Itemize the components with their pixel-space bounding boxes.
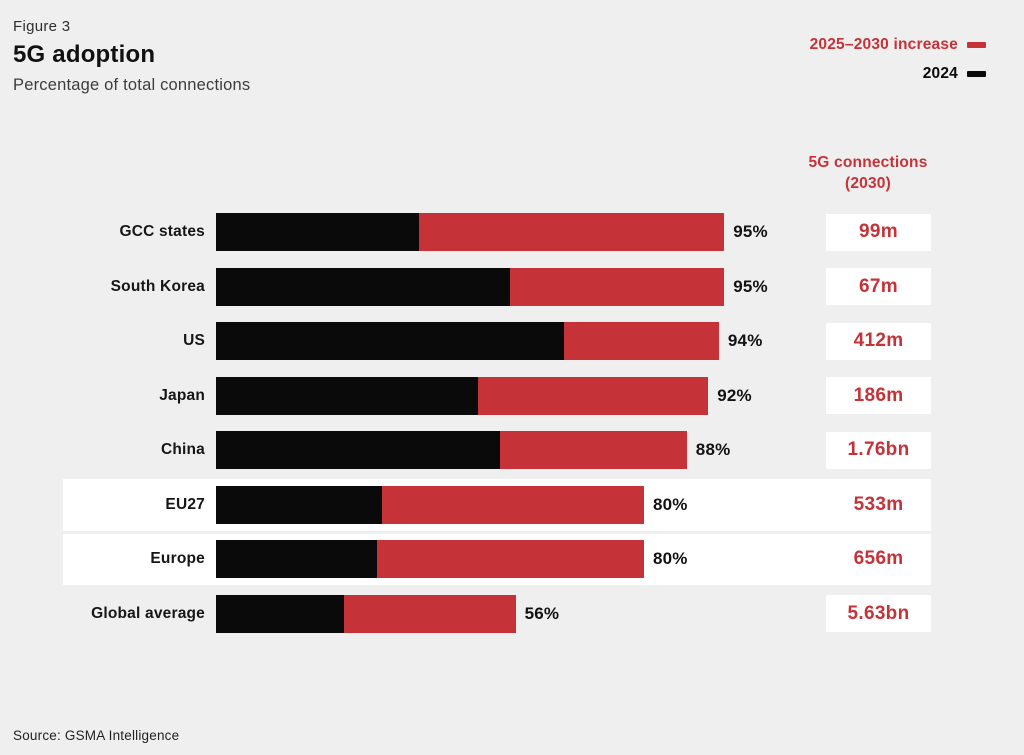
- legend-increase-label: 2025–2030 increase: [809, 36, 958, 53]
- total-percent-label: 80%: [653, 494, 688, 514]
- connections-value-box: 99m: [826, 213, 931, 251]
- bar-segment-increase: [499, 431, 687, 470]
- category-label: Global average: [91, 604, 205, 622]
- category-label: South Korea: [110, 277, 205, 295]
- chart-row-europe: Europe 80% 656m: [0, 532, 1024, 587]
- stacked-bar: [216, 213, 725, 252]
- bar-segment-increase: [419, 213, 725, 252]
- chart-subtitle: Percentage of total connections: [13, 76, 251, 94]
- connections-value-box: 412m: [826, 322, 931, 360]
- bar-segment-2024: [216, 322, 564, 361]
- total-percent-label: 95%: [733, 222, 768, 242]
- connections-value-box: 67m: [826, 268, 931, 306]
- connections-value-box: 5.63bn: [826, 595, 931, 633]
- connections-value: 533m: [853, 493, 904, 515]
- total-percent-label: 94%: [727, 331, 763, 351]
- connections-value: 656m: [853, 548, 904, 570]
- value-column-header-line1: 5G connections: [808, 154, 928, 171]
- bar-segment-2024: [216, 267, 511, 306]
- stacked-bar: [216, 376, 709, 415]
- connections-value: 5.63bn: [847, 602, 910, 624]
- connections-value: 186m: [853, 384, 904, 406]
- bar-segment-increase: [376, 540, 644, 579]
- bar-segment-2024: [216, 594, 345, 633]
- category-label: US: [183, 332, 205, 350]
- chart-row-eu27: EU27 80% 533m: [0, 478, 1024, 533]
- bar-segment-increase: [478, 376, 709, 415]
- legend: 2025–2030 increase 2024: [810, 36, 986, 94]
- connections-value-box: 186m: [826, 377, 931, 415]
- chart-row-china: China 88% 1.76bn: [0, 423, 1024, 478]
- source-text: Source: GSMA Intelligence: [13, 728, 180, 743]
- category-label: GCC states: [119, 223, 205, 241]
- total-percent-label: 95%: [733, 276, 768, 296]
- bar-segment-2024: [216, 485, 382, 524]
- total-percent-label: 92%: [717, 385, 752, 405]
- stacked-bar: [216, 431, 687, 470]
- bar-segment-increase: [344, 594, 516, 633]
- category-label: Europe: [150, 550, 205, 568]
- chart-row-us: US 94% 412m: [0, 314, 1024, 369]
- chart-row-japan: Japan 92% 186m: [0, 369, 1024, 424]
- value-column-header: 5G connections (2030): [768, 153, 968, 195]
- value-column-header-line2: (2030): [844, 174, 891, 192]
- bar-segment-increase: [381, 485, 644, 524]
- total-percent-label: 80%: [653, 549, 688, 569]
- bar-segment-2024: [216, 540, 377, 579]
- chart-header: Figure 3 5G adoption Percentage of total…: [13, 18, 250, 95]
- legend-item-increase: 2025–2030 increase: [810, 36, 986, 54]
- stacked-bar: [216, 540, 644, 579]
- connections-value-box: 1.76bn: [826, 431, 931, 469]
- connections-value: 99m: [859, 221, 898, 243]
- chart-title: 5G adoption: [13, 41, 156, 68]
- bar-segment-2024: [216, 376, 479, 415]
- bar-segment-2024: [216, 213, 420, 252]
- connections-value: 67m: [859, 275, 898, 297]
- total-percent-label: 56%: [524, 603, 560, 623]
- connections-value: 412m: [853, 330, 904, 352]
- chart-row-global-average: Global average 56% 5.63bn: [0, 587, 1024, 642]
- connections-value-box: 533m: [826, 486, 931, 524]
- bar-segment-increase: [510, 267, 725, 306]
- total-percent-label: 88%: [695, 440, 731, 460]
- connections-value: 1.76bn: [847, 439, 910, 461]
- stacked-bar: [216, 267, 725, 306]
- legend-2024-label: 2024: [922, 65, 958, 82]
- black-dash-icon: [967, 71, 986, 77]
- connections-value-box: 656m: [826, 540, 931, 578]
- bar-segment-increase: [563, 322, 719, 361]
- stacked-bar: [216, 594, 516, 633]
- figure-label: Figure 3: [13, 18, 71, 35]
- chart-row-gcc-states: GCC states 95% 99m: [0, 205, 1024, 260]
- red-dash-icon: [967, 42, 986, 48]
- stacked-bar: [216, 322, 719, 361]
- category-label: EU27: [165, 495, 205, 513]
- category-label: Japan: [159, 386, 205, 404]
- legend-item-2024: 2024: [810, 65, 986, 83]
- category-label: China: [160, 441, 205, 459]
- bar-segment-2024: [216, 431, 500, 470]
- chart-rows: GCC states 95% 99m South Korea 95% 67m U…: [0, 205, 1024, 641]
- stacked-bar: [216, 485, 644, 524]
- chart-row-south-korea: South Korea 95% 67m: [0, 260, 1024, 315]
